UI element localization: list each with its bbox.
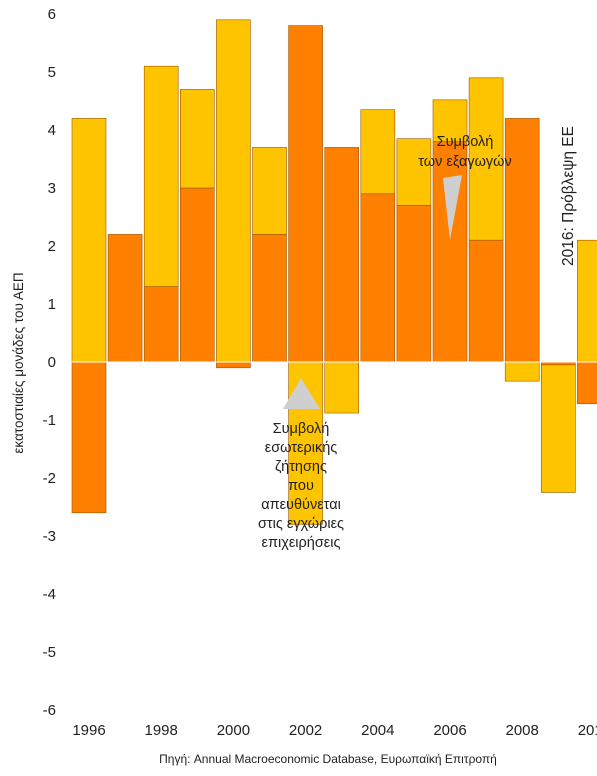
- y-tick-label: 2: [48, 238, 56, 255]
- y-tick-label: 1: [48, 296, 56, 313]
- domestic-annotation-line-6: στις εγχώριες: [258, 516, 344, 532]
- domestic-annotation-line-4: που: [288, 478, 314, 494]
- bar-1996-series-2: [71, 118, 107, 363]
- x-tick-label: 2006: [433, 722, 466, 739]
- bar-2010-series-2: [577, 239, 597, 363]
- y-tick-label: 0: [48, 354, 56, 371]
- bar-2003-series-2: [324, 361, 360, 414]
- x-axis-ticks: 1996199820002002200420062008201020122014…: [72, 722, 597, 739]
- domestic-pointer: [283, 378, 320, 409]
- bars-layer: [68, 19, 597, 525]
- bar-2003-series-1: [324, 147, 360, 363]
- bar-2010-series-1: [577, 361, 597, 405]
- bar-1998-series-2: [143, 65, 179, 287]
- forecast-annotation: 2016: Πρόβλεψη ΕΕ: [560, 126, 577, 266]
- bar-2007-series-2: [468, 77, 504, 241]
- y-tick-label: -6: [43, 702, 56, 719]
- x-tick-label: 1996: [72, 722, 105, 739]
- bar-2008-series-2: [504, 361, 540, 382]
- exports-annotation-line-1: Συμβολή: [437, 134, 494, 150]
- source-note: Πηγή: Annual Macroeconomic Database, Ευρ…: [159, 752, 497, 766]
- bar-2008-series-1: [504, 118, 540, 363]
- y-tick-label: -3: [43, 528, 56, 545]
- y-tick-label: 4: [48, 122, 56, 139]
- bar-2000-series-1: [216, 361, 251, 369]
- bar-1996-series-1: [71, 361, 107, 514]
- exports-annotation-line-2: των εξαγωγών: [418, 154, 511, 170]
- bar-2004-series-1: [360, 193, 396, 363]
- x-tick-label: 2004: [361, 722, 394, 739]
- exports-annotation: Συμβολή των εξαγωγών: [418, 134, 512, 240]
- y-tick-label: -5: [43, 644, 56, 661]
- x-tick-label: 2002: [289, 722, 322, 739]
- bar-2004-series-2: [360, 109, 396, 195]
- domestic-annotation-line-2: εσωτερικής: [265, 440, 338, 456]
- bar-2002-series-1: [288, 25, 323, 363]
- bar-2007-series-1: [468, 239, 504, 363]
- bar-2005-series-2: [396, 138, 432, 206]
- domestic-annotation-line-5: απευθύνεται: [261, 497, 341, 513]
- y-tick-label: 3: [48, 180, 56, 197]
- x-tick-label: 1998: [145, 722, 178, 739]
- bar-1999-series-1: [180, 187, 215, 363]
- bar-2009-series-2: [540, 364, 576, 493]
- exports-pointer: [443, 175, 462, 240]
- y-tick-label: 6: [48, 6, 56, 23]
- bar-2000-series-2: [216, 19, 251, 363]
- bar-2006-series-1: [432, 141, 468, 363]
- domestic-annotation-line-1: Συμβολή: [273, 421, 330, 437]
- domestic-annotation-line-7: επιχειρήσεις: [262, 535, 341, 551]
- y-tick-label: 5: [48, 64, 56, 81]
- x-tick-label: 2000: [217, 722, 250, 739]
- y-tick-label: -4: [43, 586, 56, 603]
- domestic-annotation: Συμβολή εσωτερικής ζήτησης που απευθύνετ…: [258, 378, 344, 551]
- bar-2005-series-1: [396, 205, 432, 363]
- y-tick-label: -1: [43, 412, 56, 429]
- bar-2001-series-1: [252, 234, 287, 363]
- bar-2001-series-2: [252, 147, 287, 235]
- bar-1999-series-2: [180, 89, 215, 189]
- x-tick-label: 2008: [506, 722, 539, 739]
- bar-2006-series-2: [432, 99, 468, 142]
- domestic-annotation-line-3: ζήτησης: [275, 459, 327, 475]
- bar-1997-series-1: [107, 234, 143, 363]
- y-tick-label: -2: [43, 470, 56, 487]
- y-axis-ticks: -6 -5 -4 -3 -2 -1 0 1 2 3 4 5 6: [43, 6, 56, 719]
- bar-1998-series-1: [143, 286, 179, 363]
- x-tick-label: 2010: [578, 722, 597, 739]
- y-axis-label: εκατοστιαίες μονάδες του ΑΕΠ: [11, 272, 26, 453]
